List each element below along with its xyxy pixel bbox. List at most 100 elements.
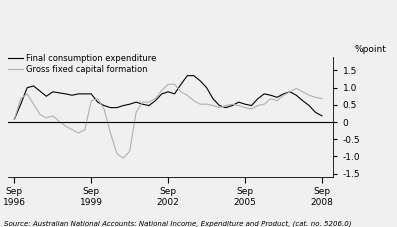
Gross fixed capital formation (268, 97, 273, 100)
Gross fixed capital formation (262, 103, 267, 106)
Gross fixed capital formation (166, 83, 171, 86)
Final consumption expenditure (146, 104, 151, 107)
Final consumption expenditure (57, 91, 62, 94)
Final consumption expenditure (268, 94, 273, 97)
Gross fixed capital formation (63, 125, 68, 128)
Final consumption expenditure (18, 103, 23, 106)
Gross fixed capital formation (57, 120, 62, 123)
Final consumption expenditure (25, 86, 29, 89)
Final consumption expenditure (224, 106, 228, 109)
Gross fixed capital formation (301, 90, 305, 93)
Gross fixed capital formation (191, 99, 196, 102)
Gross fixed capital formation (159, 89, 164, 92)
Gross fixed capital formation (69, 128, 74, 131)
Gross fixed capital formation (140, 101, 145, 104)
Final consumption expenditure (249, 104, 254, 107)
Final consumption expenditure (198, 79, 202, 82)
Gross fixed capital formation (243, 106, 247, 109)
Final consumption expenditure (204, 86, 209, 89)
Final consumption expenditure (185, 74, 190, 77)
Gross fixed capital formation (25, 93, 29, 95)
Gross fixed capital formation (44, 117, 49, 119)
Gross fixed capital formation (204, 103, 209, 106)
Text: Source: Australian National Accounts: National Income, Expenditure and Product, : Source: Australian National Accounts: Na… (4, 220, 351, 227)
Gross fixed capital formation (236, 104, 241, 107)
Final consumption expenditure (121, 104, 126, 107)
Final consumption expenditure (31, 85, 36, 87)
Gross fixed capital formation (172, 83, 177, 86)
Line: Gross fixed capital formation: Gross fixed capital formation (14, 84, 322, 158)
Gross fixed capital formation (307, 94, 312, 97)
Gross fixed capital formation (12, 118, 17, 121)
Final consumption expenditure (217, 104, 222, 107)
Final consumption expenditure (38, 90, 42, 92)
Final consumption expenditure (76, 93, 81, 95)
Gross fixed capital formation (102, 108, 106, 110)
Final consumption expenditure (230, 104, 235, 107)
Gross fixed capital formation (114, 152, 119, 155)
Gross fixed capital formation (217, 106, 222, 109)
Gross fixed capital formation (134, 111, 139, 114)
Gross fixed capital formation (127, 150, 132, 153)
Gross fixed capital formation (313, 96, 318, 99)
Gross fixed capital formation (185, 94, 190, 97)
Gross fixed capital formation (146, 101, 151, 104)
Final consumption expenditure (275, 96, 279, 99)
Final consumption expenditure (256, 97, 260, 100)
Final consumption expenditure (63, 93, 68, 95)
Gross fixed capital formation (211, 104, 216, 107)
Final consumption expenditure (153, 99, 158, 102)
Final consumption expenditure (307, 104, 312, 107)
Final consumption expenditure (69, 94, 74, 97)
Text: %point: %point (355, 45, 386, 54)
Gross fixed capital formation (281, 94, 286, 97)
Gross fixed capital formation (31, 103, 36, 106)
Final consumption expenditure (102, 104, 106, 107)
Final consumption expenditure (159, 93, 164, 95)
Final consumption expenditure (12, 118, 17, 121)
Final consumption expenditure (166, 90, 171, 93)
Gross fixed capital formation (108, 132, 113, 134)
Gross fixed capital formation (76, 132, 81, 134)
Final consumption expenditure (236, 101, 241, 104)
Gross fixed capital formation (198, 103, 202, 106)
Gross fixed capital formation (256, 104, 260, 107)
Final consumption expenditure (262, 93, 267, 95)
Gross fixed capital formation (153, 97, 158, 100)
Final consumption expenditure (44, 95, 49, 98)
Gross fixed capital formation (95, 97, 100, 100)
Final consumption expenditure (108, 106, 113, 109)
Final consumption expenditure (287, 90, 292, 93)
Gross fixed capital formation (275, 99, 279, 102)
Gross fixed capital formation (179, 90, 183, 93)
Line: Final consumption expenditure: Final consumption expenditure (14, 76, 322, 119)
Final consumption expenditure (320, 114, 324, 117)
Final consumption expenditure (140, 103, 145, 106)
Gross fixed capital formation (294, 87, 299, 90)
Gross fixed capital formation (224, 104, 228, 107)
Gross fixed capital formation (38, 113, 42, 116)
Final consumption expenditure (191, 74, 196, 77)
Gross fixed capital formation (121, 157, 126, 160)
Gross fixed capital formation (89, 99, 94, 102)
Final consumption expenditure (172, 93, 177, 95)
Final consumption expenditure (127, 103, 132, 106)
Final consumption expenditure (114, 106, 119, 109)
Final consumption expenditure (313, 111, 318, 114)
Final consumption expenditure (89, 93, 94, 95)
Gross fixed capital formation (320, 97, 324, 100)
Final consumption expenditure (211, 97, 216, 100)
Legend: Final consumption expenditure, Gross fixed capital formation: Final consumption expenditure, Gross fix… (8, 54, 157, 74)
Final consumption expenditure (50, 90, 55, 93)
Final consumption expenditure (83, 93, 87, 95)
Final consumption expenditure (243, 103, 247, 106)
Gross fixed capital formation (50, 114, 55, 117)
Final consumption expenditure (179, 83, 183, 86)
Gross fixed capital formation (83, 128, 87, 131)
Gross fixed capital formation (18, 97, 23, 100)
Final consumption expenditure (134, 101, 139, 104)
Final consumption expenditure (281, 93, 286, 95)
Gross fixed capital formation (230, 103, 235, 106)
Gross fixed capital formation (249, 108, 254, 110)
Gross fixed capital formation (287, 90, 292, 93)
